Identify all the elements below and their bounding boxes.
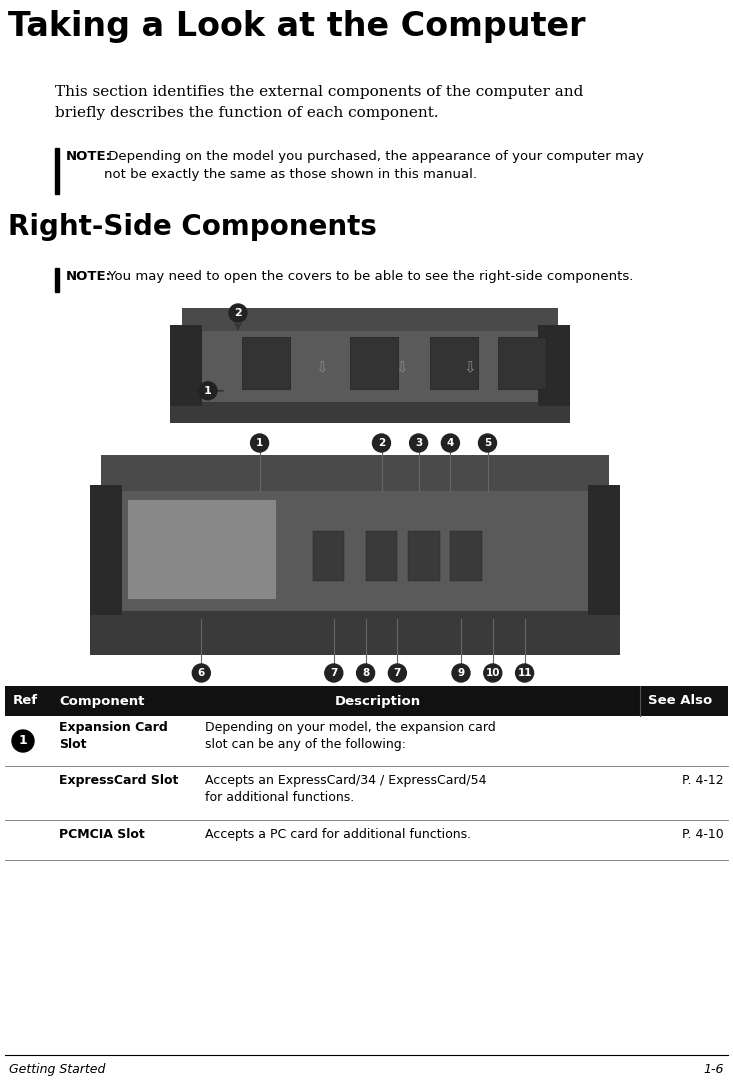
Bar bbox=[350, 337, 398, 389]
Text: 1: 1 bbox=[204, 386, 212, 395]
Text: ⇩: ⇩ bbox=[316, 360, 328, 376]
Text: Getting Started: Getting Started bbox=[9, 1063, 106, 1076]
Circle shape bbox=[410, 435, 427, 452]
Text: NOTE:: NOTE: bbox=[66, 150, 112, 163]
Text: ExpressCard Slot: ExpressCard Slot bbox=[59, 774, 178, 787]
Text: ⇩: ⇩ bbox=[464, 360, 476, 376]
Bar bbox=[312, 531, 345, 582]
Bar bbox=[588, 485, 620, 615]
Text: 5: 5 bbox=[484, 438, 491, 448]
Text: P. 4-10: P. 4-10 bbox=[682, 828, 724, 841]
Bar bbox=[127, 499, 276, 599]
Text: 2: 2 bbox=[234, 308, 242, 318]
Bar bbox=[5, 686, 728, 715]
Circle shape bbox=[325, 664, 343, 682]
Text: 8: 8 bbox=[362, 668, 369, 678]
Text: P. 4-12: P. 4-12 bbox=[682, 774, 724, 787]
Bar bbox=[170, 326, 570, 406]
Text: Right-Side Components: Right-Side Components bbox=[8, 213, 377, 241]
Text: You may need to open the covers to be able to see the right-side components.: You may need to open the covers to be ab… bbox=[104, 270, 633, 283]
Bar bbox=[242, 337, 290, 389]
Text: 7: 7 bbox=[330, 668, 337, 678]
Bar bbox=[170, 402, 570, 423]
Circle shape bbox=[452, 664, 470, 682]
Text: 1: 1 bbox=[256, 438, 263, 448]
Bar bbox=[450, 531, 482, 582]
Circle shape bbox=[251, 435, 268, 452]
Text: Description: Description bbox=[334, 695, 421, 708]
Bar bbox=[55, 148, 59, 194]
Text: 1-6: 1-6 bbox=[704, 1063, 724, 1076]
Bar bbox=[55, 268, 59, 292]
Circle shape bbox=[356, 664, 375, 682]
Bar bbox=[100, 455, 609, 491]
Text: PCMCIA Slot: PCMCIA Slot bbox=[59, 828, 144, 841]
Circle shape bbox=[192, 664, 210, 682]
Bar bbox=[408, 531, 440, 582]
Text: 11: 11 bbox=[517, 668, 532, 678]
Bar bbox=[366, 531, 397, 582]
Bar bbox=[538, 326, 570, 406]
Text: 9: 9 bbox=[457, 668, 465, 678]
Text: 1: 1 bbox=[18, 734, 27, 747]
Bar bbox=[170, 326, 202, 406]
Circle shape bbox=[12, 730, 34, 752]
Text: 10: 10 bbox=[485, 668, 500, 678]
Text: See Also: See Also bbox=[648, 695, 712, 708]
Text: 3: 3 bbox=[415, 438, 422, 448]
Circle shape bbox=[199, 382, 217, 400]
Circle shape bbox=[515, 664, 534, 682]
Text: 4: 4 bbox=[446, 438, 454, 448]
Bar bbox=[90, 611, 620, 654]
Text: NOTE:: NOTE: bbox=[66, 270, 112, 283]
Bar bbox=[90, 485, 122, 615]
Text: ⇩: ⇩ bbox=[396, 360, 408, 376]
Text: Accepts a PC card for additional functions.: Accepts a PC card for additional functio… bbox=[205, 828, 471, 841]
Text: Accepts an ExpressCard/34 / ExpressCard/54
for additional functions.: Accepts an ExpressCard/34 / ExpressCard/… bbox=[205, 774, 487, 804]
Circle shape bbox=[388, 664, 406, 682]
Bar bbox=[498, 337, 546, 389]
Text: 6: 6 bbox=[198, 668, 205, 678]
Bar bbox=[182, 308, 558, 331]
Circle shape bbox=[229, 304, 247, 322]
Circle shape bbox=[484, 664, 502, 682]
Text: Expansion Card
Slot: Expansion Card Slot bbox=[59, 721, 168, 751]
Bar bbox=[430, 337, 478, 389]
Text: 7: 7 bbox=[394, 668, 401, 678]
Text: Ref: Ref bbox=[13, 695, 38, 708]
Text: Depending on your model, the expansion card
slot can be any of the following:: Depending on your model, the expansion c… bbox=[205, 721, 496, 751]
Text: Depending on the model you purchased, the appearance of your computer may
not be: Depending on the model you purchased, th… bbox=[104, 150, 644, 181]
Circle shape bbox=[441, 435, 460, 452]
Text: This section identifies the external components of the computer and
briefly desc: This section identifies the external com… bbox=[55, 85, 583, 120]
Text: 2: 2 bbox=[378, 438, 385, 448]
Circle shape bbox=[479, 435, 496, 452]
Bar bbox=[90, 485, 620, 615]
Text: Taking a Look at the Computer: Taking a Look at the Computer bbox=[8, 10, 586, 42]
Circle shape bbox=[372, 435, 391, 452]
Text: Component: Component bbox=[59, 695, 144, 708]
